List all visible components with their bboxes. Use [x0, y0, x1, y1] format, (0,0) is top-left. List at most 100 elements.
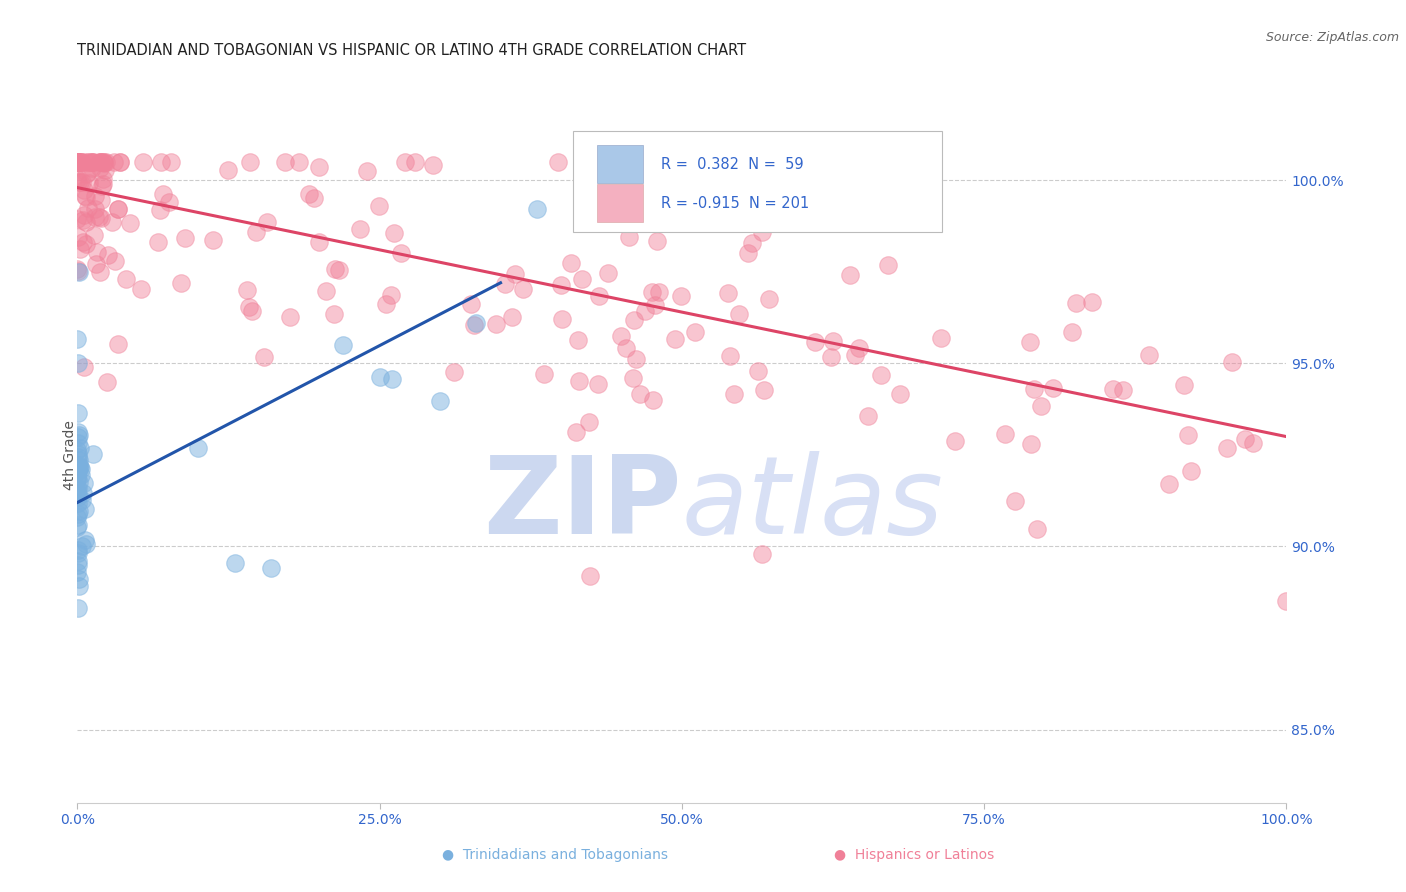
Point [1024, 383, 1046, 397]
Point [1101, 382, 1123, 396]
Point [108, 155, 131, 169]
Point [66, 508, 89, 522]
Point [1137, 348, 1160, 362]
Point [66, 565, 89, 579]
Point [149, 203, 172, 218]
Point [751, 225, 773, 239]
Point [67, 155, 90, 169]
Point [66, 172, 89, 186]
Point [858, 409, 880, 423]
Point [571, 272, 593, 286]
Point [870, 368, 893, 383]
Point [381, 371, 404, 385]
Point [578, 415, 600, 429]
Point [72, 183, 94, 197]
Point [308, 235, 330, 250]
Point [443, 365, 465, 379]
Point [66, 517, 89, 532]
Point [1157, 477, 1180, 491]
Text: ●  Trinidadians and Tobagonians: ● Trinidadians and Tobagonians [443, 847, 668, 862]
Point [82, 161, 104, 176]
Point [89, 155, 111, 169]
Point [628, 386, 651, 401]
Point [356, 164, 378, 178]
Point [929, 330, 952, 344]
Point [465, 316, 488, 330]
Text: Source: ZipAtlas.com: Source: ZipAtlas.com [1265, 31, 1399, 45]
Point [647, 285, 669, 299]
Point [72, 485, 94, 500]
Point [1004, 493, 1026, 508]
Point [623, 312, 645, 326]
Point [763, 170, 786, 185]
Point [820, 350, 842, 364]
Point [322, 307, 344, 321]
Point [82, 155, 104, 169]
Point [579, 568, 602, 582]
Point [67, 475, 90, 489]
Point [610, 329, 633, 343]
Point [96, 375, 118, 389]
Point [174, 231, 197, 245]
Point [463, 318, 485, 332]
Point [256, 215, 278, 229]
Point [66, 482, 89, 496]
Point [118, 216, 141, 230]
Point [67, 265, 90, 279]
Point [624, 352, 647, 367]
Point [67, 155, 90, 169]
Point [1042, 380, 1064, 394]
Point [67, 572, 90, 586]
Point [91, 178, 114, 192]
Point [614, 341, 637, 355]
Point [66, 435, 89, 450]
Point [547, 155, 569, 169]
Point [146, 235, 169, 249]
Point [75, 168, 97, 182]
Point [66, 425, 89, 439]
Point [76, 201, 98, 215]
Point [93, 156, 115, 170]
Point [617, 230, 640, 244]
Point [315, 285, 337, 299]
Point [73, 189, 96, 203]
Point [848, 341, 870, 355]
Point [150, 155, 173, 169]
Point [67, 460, 90, 475]
Point [66, 155, 89, 169]
Point [66, 510, 89, 524]
Point [67, 558, 90, 573]
Point [86, 257, 108, 271]
Point [260, 560, 283, 574]
Point [66, 461, 89, 475]
Point [328, 263, 350, 277]
Point [91, 155, 114, 169]
Point [238, 300, 260, 314]
Point [323, 261, 346, 276]
Point [75, 537, 97, 551]
Point [70, 461, 93, 475]
Point [110, 155, 132, 169]
Point [66, 520, 89, 534]
Point [1021, 437, 1043, 451]
Point [67, 452, 90, 467]
Point [634, 304, 657, 318]
Point [97, 248, 120, 262]
Point [723, 387, 745, 401]
Point [1112, 384, 1135, 398]
Point [67, 458, 90, 472]
Point [368, 199, 391, 213]
Point [621, 371, 644, 385]
Point [66, 155, 89, 169]
Point [72, 493, 94, 508]
Text: TRINIDADIAN AND TOBAGONIAN VS HISPANIC OR LATINO 4TH GRADE CORRELATION CHART: TRINIDADIAN AND TOBAGONIAN VS HISPANIC O… [77, 43, 747, 58]
Point [754, 384, 776, 398]
Point [501, 310, 523, 324]
Point [72, 212, 94, 227]
Point [89, 161, 111, 175]
Point [66, 212, 89, 227]
Point [643, 393, 665, 408]
Point [90, 178, 112, 193]
Point [644, 298, 666, 312]
Point [526, 202, 548, 216]
